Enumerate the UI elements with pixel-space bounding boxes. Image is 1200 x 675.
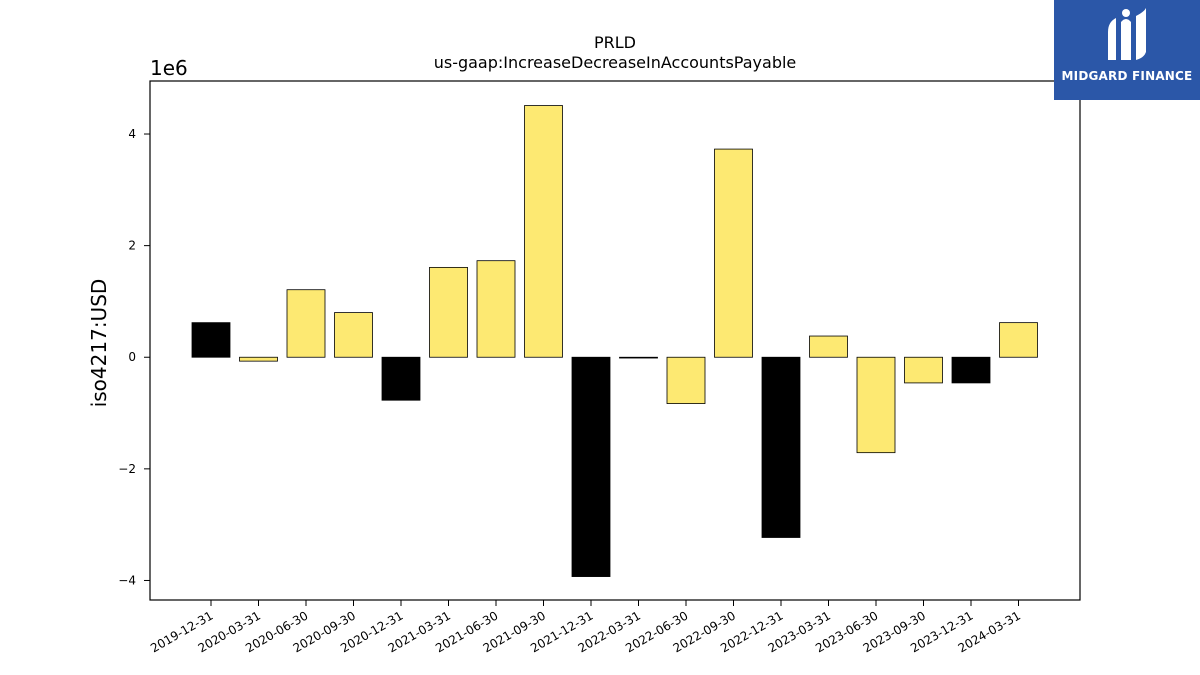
- plot-frame: [149, 80, 1081, 601]
- y-ticks-group: −4 −2 0 2 4: [118, 127, 150, 587]
- y-tick-label: 0: [128, 350, 136, 364]
- y-offset-label: 1e6: [150, 56, 188, 80]
- bar-2020-03-31: [239, 356, 278, 362]
- y-tick-label: −4: [118, 573, 136, 587]
- bar-2021-09-30: [524, 105, 563, 358]
- bar-2021-12-31: [571, 356, 611, 577]
- y-tick-label: 2: [128, 239, 136, 253]
- bar-2023-12-31: [951, 356, 991, 384]
- midgard-finance-logo: MIDGARD FINANCE: [1054, 0, 1200, 100]
- bar-2020-09-30: [334, 312, 373, 358]
- bar-2019-12-31: [191, 322, 231, 358]
- bars-group: [191, 105, 1038, 577]
- bar-2020-06-30: [286, 289, 326, 358]
- logo-mark-icon: [1108, 8, 1146, 60]
- y-tick-label: −2: [118, 462, 136, 476]
- bar-2022-12-31: [761, 356, 801, 538]
- logo-text: MIDGARD FINANCE: [1061, 69, 1193, 83]
- bar-2023-03-31: [809, 335, 848, 358]
- bar-2024-03-31: [999, 322, 1038, 358]
- bar-2022-09-30: [714, 148, 753, 358]
- chart-subtitle: us-gaap:IncreaseDecreaseInAccountsPayabl…: [434, 53, 797, 72]
- bar-2023-06-30: [856, 356, 896, 454]
- chart-title: PRLD: [594, 33, 636, 52]
- bar-2021-03-31: [429, 266, 468, 358]
- bar-2022-03-31: [619, 356, 658, 359]
- x-ticks-group: 2019-12-312020-03-312020-06-302020-09-30…: [148, 600, 1023, 655]
- y-tick-label: 4: [128, 127, 136, 141]
- bar-2023-09-30: [904, 356, 943, 384]
- bar-2020-12-31: [381, 356, 421, 401]
- y-axis-label: iso4217:USD: [87, 279, 111, 408]
- bar-2022-06-30: [666, 356, 706, 404]
- bar-2021-06-30: [476, 260, 516, 358]
